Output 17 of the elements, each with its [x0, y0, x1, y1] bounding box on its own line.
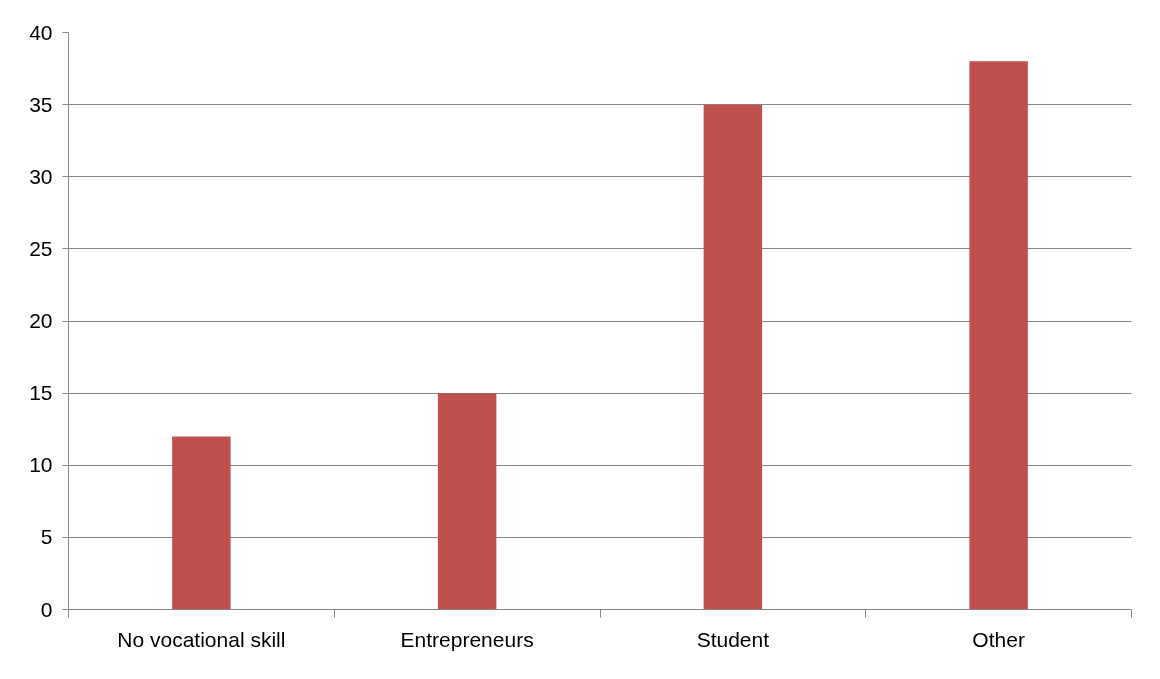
y-tick-label: 0 — [40, 597, 53, 621]
y-tick-label: 10 — [29, 453, 53, 477]
y-tick-label: 5 — [40, 525, 53, 549]
y-tick-label: 40 — [29, 20, 53, 44]
x-tick-label: Entrepreneurs — [400, 627, 534, 651]
y-tick-label: 30 — [29, 164, 53, 188]
y-tick-label: 20 — [29, 309, 53, 332]
y-tick-label: 35 — [29, 92, 53, 116]
y-tick-label: 25 — [29, 236, 53, 260]
x-tick-label: No vocational skill — [117, 627, 286, 651]
bar — [437, 393, 497, 610]
bar — [172, 436, 231, 610]
bar — [969, 61, 1028, 610]
x-tick-label: Student — [696, 627, 770, 651]
x-tick-label: Other — [972, 627, 1025, 651]
y-tick-label: 15 — [29, 381, 53, 405]
bar — [703, 104, 763, 610]
